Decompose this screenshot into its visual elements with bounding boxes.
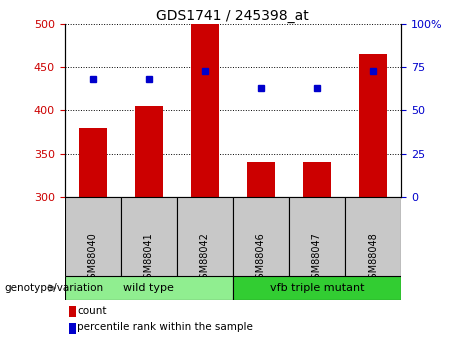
Bar	[177, 197, 233, 276]
Bar	[78, 128, 106, 197]
Bar	[191, 24, 219, 197]
Text: GSM88046: GSM88046	[256, 233, 266, 285]
Bar	[289, 197, 345, 276]
Text: GSM88042: GSM88042	[200, 233, 210, 285]
Text: percentile rank within the sample: percentile rank within the sample	[77, 322, 253, 332]
Text: genotype/variation: genotype/variation	[5, 283, 104, 293]
Bar	[303, 162, 331, 197]
Bar	[345, 197, 401, 276]
Text: wild type: wild type	[123, 283, 174, 293]
Text: GSM88040: GSM88040	[88, 233, 98, 285]
Bar	[247, 162, 275, 197]
Bar	[65, 197, 121, 276]
Bar	[233, 197, 289, 276]
Bar	[65, 276, 233, 300]
Text: GSM88041: GSM88041	[144, 233, 154, 285]
Title: GDS1741 / 245398_at: GDS1741 / 245398_at	[156, 9, 309, 23]
Bar	[233, 276, 401, 300]
Text: GSM88047: GSM88047	[312, 233, 322, 285]
Bar	[359, 55, 387, 197]
Bar	[135, 106, 163, 197]
Text: GSM88048: GSM88048	[368, 233, 378, 285]
Text: vfb triple mutant: vfb triple mutant	[270, 283, 364, 293]
Text: count: count	[77, 306, 106, 315]
Bar	[121, 197, 177, 276]
